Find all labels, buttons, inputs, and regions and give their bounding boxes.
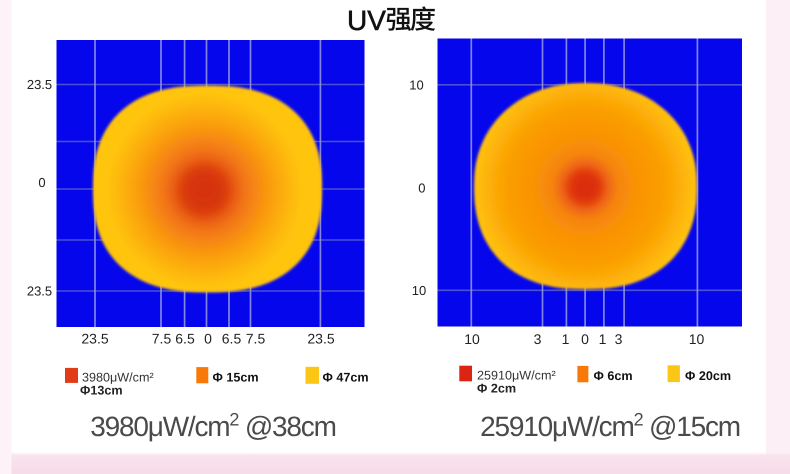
svg-text:3980μW/cm²: 3980μW/cm² [82, 371, 154, 385]
svg-text:25910μW/cm2 @15cm: 25910μW/cm2 @15cm [480, 410, 740, 443]
svg-text:1: 1 [599, 331, 607, 347]
svg-text:10: 10 [464, 331, 480, 347]
svg-text:0: 0 [418, 180, 425, 195]
svg-text:23.5: 23.5 [81, 331, 108, 347]
svg-text:3980μW/cm2 @38cm: 3980μW/cm2 @38cm [90, 410, 335, 443]
svg-text:Φ 15cm: Φ 15cm [213, 371, 259, 385]
svg-text:23.5: 23.5 [27, 77, 52, 92]
svg-text:Φ 2cm: Φ 2cm [477, 382, 516, 396]
svg-text:10: 10 [409, 77, 423, 92]
svg-text:7.5: 7.5 [152, 331, 172, 347]
svg-text:Φ13cm: Φ13cm [80, 384, 123, 398]
svg-text:10: 10 [689, 331, 705, 347]
svg-text:1: 1 [562, 331, 570, 347]
svg-text:Φ 47cm: Φ 47cm [323, 371, 369, 385]
svg-text:0: 0 [38, 175, 45, 190]
svg-text:7.5: 7.5 [246, 331, 266, 347]
svg-text:3: 3 [534, 331, 542, 347]
svg-text:0: 0 [204, 331, 212, 347]
svg-text:25910μW/cm²: 25910μW/cm² [477, 369, 556, 383]
svg-text:UV: UV [347, 5, 386, 36]
svg-text:23.5: 23.5 [27, 284, 52, 299]
svg-text:3: 3 [615, 331, 623, 347]
svg-text:23.5: 23.5 [307, 331, 334, 347]
svg-text:Φ 20cm: Φ 20cm [685, 369, 731, 383]
svg-text:Φ 6cm: Φ 6cm [594, 369, 633, 383]
svg-text:6.5: 6.5 [222, 331, 242, 347]
svg-text:6.5: 6.5 [175, 331, 195, 347]
svg-text:0: 0 [581, 331, 589, 347]
svg-text:10: 10 [412, 283, 426, 298]
